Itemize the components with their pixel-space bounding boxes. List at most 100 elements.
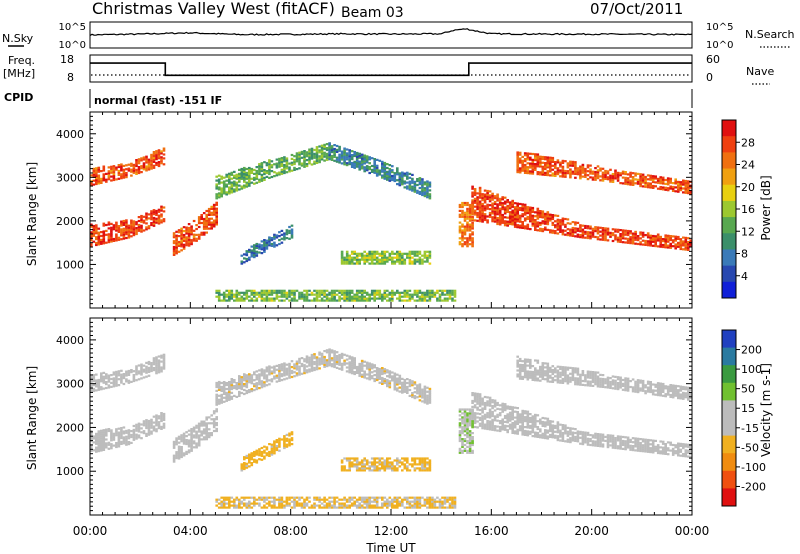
- data-cell: [135, 232, 138, 236]
- data-cell: [601, 228, 605, 232]
- data-cell: [496, 213, 499, 216]
- data-cell: [268, 293, 271, 296]
- data-cell: [195, 442, 198, 445]
- data-cell: [253, 295, 256, 298]
- data-cell: [95, 175, 98, 178]
- data-cell: [162, 218, 166, 221]
- data-cell: [348, 161, 351, 164]
- data-cell: [513, 206, 517, 209]
- data-cell: [260, 291, 264, 294]
- data-cell: [373, 291, 376, 294]
- data-cell: [155, 158, 158, 161]
- data-cell: [90, 432, 93, 435]
- data-cell: [418, 299, 422, 302]
- data-cell: [534, 222, 537, 226]
- data-cell: [228, 178, 231, 181]
- data-cell: [684, 189, 688, 192]
- data-cell: [383, 469, 387, 472]
- data-cell: [506, 210, 509, 213]
- data-cell: [222, 392, 226, 395]
- data-cell: [375, 469, 379, 472]
- data-cell: [110, 374, 113, 377]
- data-cell: [212, 203, 216, 206]
- data-cell: [421, 461, 424, 464]
- data-cell: [493, 212, 497, 215]
- data-cell: [95, 385, 98, 388]
- data-cell: [458, 241, 462, 244]
- data-cell: [305, 164, 309, 168]
- data-cell: [669, 177, 672, 180]
- data-cell: [639, 175, 642, 178]
- data-cell: [381, 250, 384, 253]
- data-cell: [100, 431, 103, 434]
- data-cell: [162, 210, 166, 213]
- data-cell: [651, 180, 655, 184]
- data-cell: [172, 253, 176, 256]
- data-cell: [544, 162, 547, 165]
- data-cell: [493, 220, 497, 223]
- data-cell: [318, 357, 321, 360]
- data-cell: [421, 394, 424, 397]
- data-cell: [112, 167, 116, 170]
- data-cell: [541, 161, 545, 164]
- data-cell: [689, 190, 693, 193]
- data-cell: [235, 289, 239, 292]
- data-cell: [177, 451, 181, 454]
- data-cell: [669, 187, 672, 190]
- data-cell: [117, 378, 121, 381]
- data-cell: [105, 434, 108, 437]
- data-cell: [100, 443, 103, 446]
- data-cell: [453, 295, 457, 298]
- data-cell: [421, 262, 424, 265]
- data-cell: [373, 374, 376, 377]
- data-cell: [288, 291, 291, 294]
- data-cell: [478, 208, 482, 211]
- data-cell: [365, 299, 369, 302]
- data-cell: [333, 153, 336, 156]
- data-cell: [584, 167, 587, 171]
- data-cell: [506, 199, 509, 202]
- data-cell: [250, 289, 254, 292]
- data-cell: [531, 160, 535, 163]
- data-cell: [526, 227, 530, 230]
- data-cell: [285, 371, 289, 374]
- data-cell: [235, 506, 239, 509]
- data-cell: [107, 174, 111, 177]
- data-cell: [521, 203, 524, 206]
- data-cell: [295, 504, 299, 507]
- data-cell: [233, 293, 236, 296]
- data-cell: [416, 392, 419, 395]
- data-cell: [386, 457, 389, 460]
- data-cell: [102, 442, 106, 446]
- data-cell: [155, 368, 158, 371]
- data-cell: [631, 183, 635, 186]
- data-cell: [689, 243, 693, 246]
- data-cell: [248, 506, 251, 509]
- data-cell: [584, 230, 587, 233]
- data-cell: [210, 211, 213, 214]
- data-cell: [303, 157, 306, 161]
- data-cell: [636, 172, 640, 175]
- data-cell: [333, 506, 336, 509]
- data-cell: [152, 427, 156, 430]
- data-cell: [426, 256, 429, 259]
- data-cell: [323, 147, 326, 150]
- data-cell: [398, 184, 402, 187]
- data-cell: [107, 429, 111, 433]
- data-cell: [305, 496, 309, 499]
- data-cell: [152, 415, 156, 418]
- data-cell: [115, 374, 118, 377]
- data-cell: [212, 410, 216, 413]
- data-cell: [270, 445, 274, 448]
- data-cell: [215, 418, 218, 421]
- data-cell: [511, 217, 514, 220]
- data-cell: [391, 467, 394, 470]
- data-cell: [629, 230, 632, 233]
- data-cell: [122, 436, 126, 439]
- data-cell: [162, 365, 166, 368]
- data-cell: [175, 246, 178, 249]
- data-cell: [175, 242, 178, 245]
- data-cell: [150, 369, 153, 373]
- data-cell: [100, 374, 103, 377]
- data-cell: [303, 161, 306, 164]
